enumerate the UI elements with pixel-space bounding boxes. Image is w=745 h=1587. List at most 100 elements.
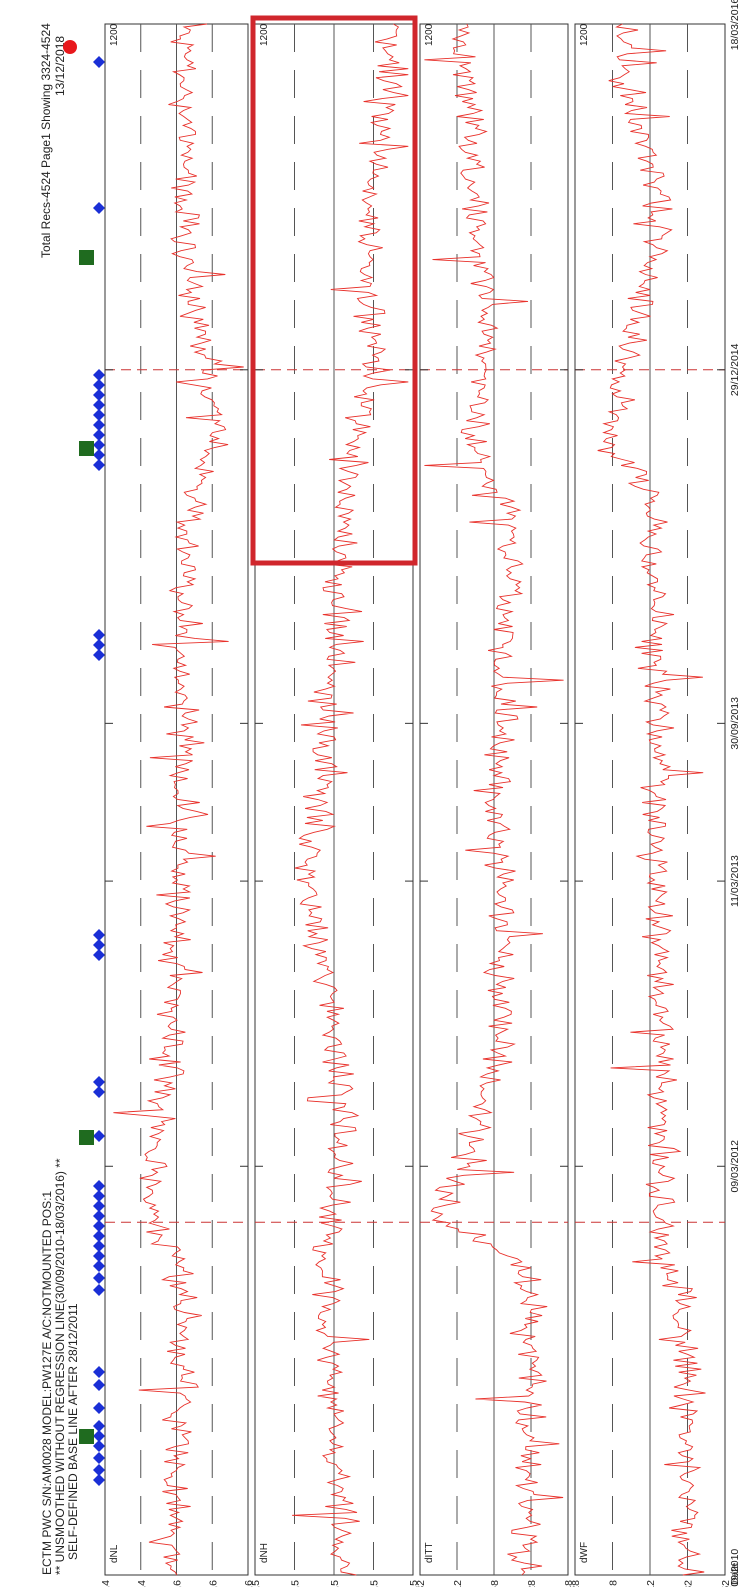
diamond-marker-icon (93, 429, 105, 441)
diamond-marker-icon (93, 649, 105, 661)
diamond-marker-icon (93, 1402, 105, 1414)
diamond-marker-icon (93, 1190, 105, 1202)
trace-dnh (292, 23, 409, 1576)
diamond-marker-icon (93, 1230, 105, 1242)
tick-label: 2,5 (290, 1580, 302, 1587)
header-line-1: ECTM PWC S/N:AM0028 MODEL:PW127E A/C:NOT… (40, 1191, 54, 1575)
date-axis: 30/09/2010 09/03/2012 11/03/2013 30/09/2013… (105, 0, 741, 1587)
circle-marker-icon (63, 40, 77, 54)
diamond-marker-icon (93, 439, 105, 451)
event-markers (63, 40, 105, 1486)
tick-label: 8 (608, 1580, 620, 1586)
tick-label: -32 (683, 1580, 695, 1587)
diamond-marker-icon (93, 379, 105, 391)
tick-label: 12 (452, 1580, 464, 1587)
diamond-marker-icon (93, 369, 105, 381)
diamond-marker-icon (93, 1284, 105, 1296)
tick-label: 0,4 (136, 1580, 148, 1587)
diamond-marker-icon (93, 1366, 105, 1378)
tick-label: 0,5 (329, 1580, 341, 1587)
diamond-marker-icon (93, 1272, 105, 1284)
panel-ditt: 32 12 -8 -28 -48 dITT 1200 (415, 23, 575, 1587)
diamond-marker-icon (93, 56, 105, 68)
diamond-marker-icon (93, 1452, 105, 1464)
panel-name: dITT (424, 1542, 435, 1563)
trace-dnl (113, 23, 244, 1576)
panel-name: dWF (579, 1542, 590, 1563)
diamond-marker-icon (93, 1076, 105, 1088)
diamond-marker-icon (93, 929, 105, 941)
square-marker-icon (79, 441, 94, 456)
panel-name: dNL (109, 1544, 120, 1563)
tick-label: 4,5 (250, 1580, 262, 1587)
chart-panels: 1,4 0,4 -0,6 -1,6 -2,6 dNL 1200 4,5 2,5 0,5 -1,5 -3… (100, 23, 732, 1587)
diamond-marker-icon (93, 639, 105, 651)
tick-label: -1,5 (369, 1580, 381, 1587)
tick-label: -28 (526, 1580, 538, 1587)
panel-top-label: 1200 (579, 23, 590, 46)
diamond-marker-icon (93, 1379, 105, 1391)
records-info: Total Recs-4524 Page1 Showing 3324-4524 (39, 23, 53, 258)
diamond-marker-icon (93, 409, 105, 421)
diamond-marker-icon (93, 1240, 105, 1252)
header-line-3: SELF-DEFINED BASE LINE AFTER 28/12/2011 (66, 1303, 80, 1560)
tick-label: -2,6 (243, 1580, 255, 1587)
diamond-marker-icon (93, 202, 105, 214)
diamond-marker-icon (93, 1200, 105, 1212)
diamond-marker-icon (93, 1464, 105, 1476)
diamond-marker-icon (93, 1420, 105, 1432)
tick-label: 1,4 (100, 1580, 112, 1587)
date-tick-label: 29/12/2014 (729, 343, 741, 396)
diamond-marker-icon (93, 1210, 105, 1222)
diamond-marker-icon (93, 629, 105, 641)
diamond-marker-icon (93, 939, 105, 951)
header-line-2: ** UNSMOOTHED WITHOUT REGRESSION LINE(30… (53, 1158, 67, 1575)
diamond-marker-icon (93, 1086, 105, 1098)
diamond-marker-icon (93, 1474, 105, 1486)
diamond-marker-icon (93, 1220, 105, 1232)
panel-top-label: 1200 (259, 23, 270, 46)
date-tick-label: 30/09/2013 (729, 697, 741, 750)
square-marker-icon (79, 1429, 94, 1444)
date-tick-label: 09/03/2012 (729, 1140, 741, 1193)
tick-label: -0,6 (172, 1580, 184, 1587)
square-marker-icon (79, 250, 94, 265)
panel-top-label: 1200 (424, 23, 435, 46)
panel-name: dNH (259, 1543, 270, 1563)
diamond-marker-icon (93, 1430, 105, 1442)
diamond-marker-icon (93, 419, 105, 431)
tick-label: 32 (415, 1580, 427, 1587)
diamond-marker-icon (93, 389, 105, 401)
date-tick-label: 30/09/2010 (729, 1549, 741, 1587)
date-tick-label: 18/03/2016 (729, 0, 741, 50)
tick-label: -1,6 (207, 1580, 219, 1587)
tick-label: -3,5 (408, 1580, 420, 1587)
diamond-marker-icon (93, 399, 105, 411)
report-date: 13/12/2018 (53, 36, 67, 96)
diamond-marker-icon (93, 449, 105, 461)
panel-dwf: 28 8 -12 -32 -52 dWF 1200 (570, 23, 732, 1587)
diamond-marker-icon (93, 459, 105, 471)
tick-label: -8 (489, 1580, 501, 1587)
diamond-marker-icon (93, 1180, 105, 1192)
diamond-marker-icon (93, 1130, 105, 1142)
tick-label: -12 (645, 1580, 657, 1587)
diamond-marker-icon (93, 1260, 105, 1272)
diamond-marker-icon (93, 1250, 105, 1262)
panel-dnl: 1,4 0,4 -0,6 -1,6 -2,6 dNL 1200 (100, 23, 255, 1587)
trace-ditt (424, 23, 564, 1576)
tick-label: 28 (570, 1580, 582, 1587)
tick-label: -52 (720, 1580, 732, 1587)
tick-label: -48 (563, 1580, 575, 1587)
panel-top-label: 1200 (109, 23, 120, 46)
panel-dnh: 4,5 2,5 0,5 -1,5 -3,5 dNH 1200 (250, 23, 420, 1587)
trace-dwf (597, 23, 706, 1576)
report-header: ECTM PWC S/N:AM0028 MODEL:PW127E A/C:NOT… (39, 23, 80, 1575)
diamond-marker-icon (93, 949, 105, 961)
square-marker-icon (79, 1130, 94, 1145)
date-axis-label: Date (729, 1563, 741, 1585)
date-tick-label: 11/03/2013 (729, 855, 741, 907)
highlight-box (250, 15, 418, 566)
diamond-marker-icon (93, 1440, 105, 1452)
